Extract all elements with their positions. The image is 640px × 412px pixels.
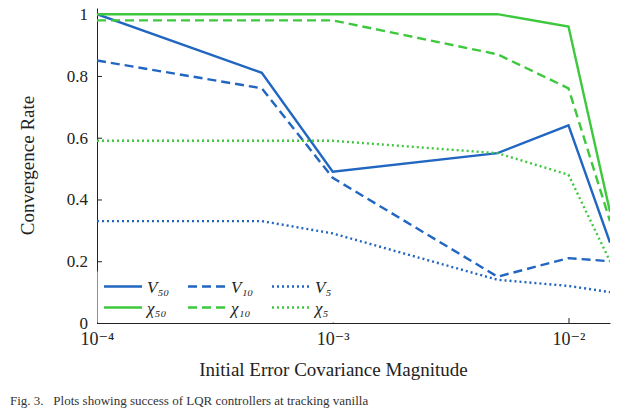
legend-label: V₁₀ xyxy=(231,278,253,297)
y-tick: 0.2 xyxy=(67,252,102,271)
x-axis-title: Initial Error Covariance Magnitude xyxy=(199,359,468,380)
legend-label: χ₅₀ xyxy=(145,299,166,318)
legend-entry: χ₁₀ xyxy=(188,299,250,318)
legend-swatch xyxy=(188,285,226,287)
series-line xyxy=(97,141,610,261)
x-tick: 10⁻² xyxy=(553,318,586,349)
legend-box xyxy=(98,272,360,322)
legend-swatch xyxy=(188,306,226,308)
legend-swatch xyxy=(272,285,310,287)
x-tick-label: 10⁻² xyxy=(553,329,586,349)
legend-entry: V₁₀ xyxy=(188,278,253,297)
y-tick-label: 0.6 xyxy=(67,129,88,148)
y-tick-mark xyxy=(97,323,102,324)
x-axis-line xyxy=(98,323,611,324)
y-tick: 0.8 xyxy=(67,67,102,86)
y-tick-mark xyxy=(97,138,102,139)
chart: 10⁻⁴10⁻³10⁻²00.20.40.60.81V₅₀V₁₀V₅χ₅₀χ₁₀… xyxy=(0,0,640,412)
legend-label: χ₁₀ xyxy=(229,299,250,318)
y-axis-title: Convergence Rate xyxy=(17,96,38,235)
lines xyxy=(97,14,610,292)
series-line xyxy=(97,61,610,277)
legend-label: V₅₀ xyxy=(147,278,169,297)
legend-entry: V₅ xyxy=(272,278,331,297)
y-tick-mark xyxy=(97,261,102,262)
legend-entry: χ₅₀ xyxy=(104,299,166,318)
legend-swatch xyxy=(104,306,142,308)
legend-label: χ₅ xyxy=(313,299,328,318)
y-tick: 0.6 xyxy=(67,129,102,148)
y-tick-label: 0.2 xyxy=(67,252,88,271)
y-axis: 0 0.2 0.4 0.6 0.8 1 xyxy=(67,5,102,333)
legend: V₅₀ V₁₀ V₅ χ₅₀ χ₁₀ χ₅ xyxy=(98,272,360,322)
y-tick-label: 0.8 xyxy=(67,67,88,86)
legend-entry: V₅₀ xyxy=(104,278,169,297)
x-tick: 10⁻³ xyxy=(317,318,351,349)
caption: Fig. 3. Plots showing success of LQR con… xyxy=(10,393,368,408)
y-tick-label: 0 xyxy=(80,314,89,333)
y-tick: 0.4 xyxy=(67,190,102,209)
x-tick-label: 10⁻³ xyxy=(317,329,351,349)
legend-entry: χ₅ xyxy=(272,299,328,318)
y-tick-mark xyxy=(97,76,102,77)
y-tick-mark xyxy=(97,199,102,200)
series-line xyxy=(97,14,610,243)
series-line xyxy=(97,20,610,221)
legend-label: V₅ xyxy=(315,278,331,297)
series-line xyxy=(97,14,610,212)
legend-swatch xyxy=(272,306,310,308)
y-tick-label: 1 xyxy=(80,5,89,24)
x-axis: 10⁻⁴10⁻³10⁻² xyxy=(81,318,611,349)
x-tick-mark xyxy=(568,318,569,323)
y-tick-label: 0.4 xyxy=(67,190,89,209)
plot: 10⁻⁴10⁻³10⁻²00.20.40.60.81V₅₀V₁₀V₅χ₅₀χ₁₀… xyxy=(67,5,611,349)
legend-swatch xyxy=(104,285,142,287)
